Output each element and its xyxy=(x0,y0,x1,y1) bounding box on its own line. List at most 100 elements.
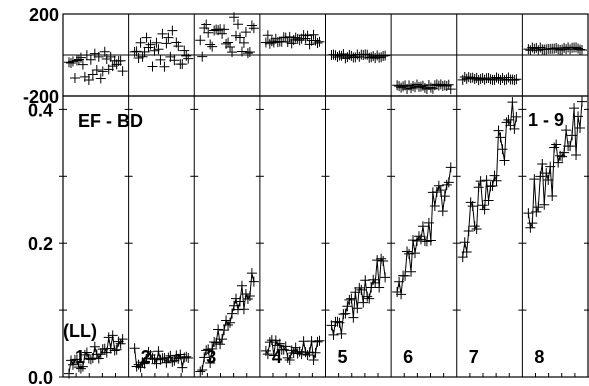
phase-point xyxy=(380,50,391,61)
phase-point xyxy=(310,35,321,46)
phase-point xyxy=(217,28,228,39)
phase-point xyxy=(555,45,566,56)
data-points xyxy=(64,12,587,379)
phase-point xyxy=(266,36,277,47)
phase-point xyxy=(242,48,253,59)
phase-point xyxy=(499,75,510,86)
phase-point xyxy=(475,73,486,84)
phase-point xyxy=(167,25,178,36)
phase-point xyxy=(262,30,273,41)
phase-point xyxy=(139,46,150,57)
phase-point xyxy=(533,45,544,56)
phase-point xyxy=(376,52,387,63)
group-label: 3 xyxy=(206,347,216,367)
phase-point xyxy=(404,80,415,91)
phase-point xyxy=(97,66,108,77)
group-label: 8 xyxy=(534,347,544,367)
amplitude-line xyxy=(134,348,189,369)
phase-point xyxy=(81,50,92,61)
overlay-label: 1 - 9 xyxy=(528,110,564,130)
phase-point xyxy=(485,74,496,85)
amplitude-line xyxy=(265,339,320,362)
phase-point xyxy=(229,12,240,23)
group-label: 5 xyxy=(338,347,348,367)
phase-point xyxy=(302,30,313,41)
corner-label: (LL) xyxy=(63,321,97,341)
phase-point xyxy=(248,23,259,34)
amplitude-line xyxy=(396,167,452,295)
phase-point xyxy=(232,19,243,30)
phase-point xyxy=(503,72,514,83)
phase-point xyxy=(87,69,98,80)
amplitude-line xyxy=(331,257,386,336)
amplitude-line xyxy=(462,102,517,258)
phase-point xyxy=(244,47,255,58)
group-label: 1 xyxy=(75,347,85,367)
phase-point xyxy=(577,45,587,56)
phase-point xyxy=(354,51,365,62)
phase-point xyxy=(234,32,245,43)
phase-point xyxy=(157,28,168,39)
phase-point xyxy=(181,50,192,61)
phase-point xyxy=(396,82,407,93)
phase-point xyxy=(169,55,180,66)
phase-point xyxy=(93,51,104,62)
amplitude-line xyxy=(199,272,255,372)
phase-point xyxy=(308,29,319,40)
phase-point xyxy=(95,73,106,84)
phase-point xyxy=(511,74,522,85)
phase-point xyxy=(107,61,118,72)
phase-point xyxy=(264,38,275,49)
phase-point xyxy=(312,37,323,48)
phase-point xyxy=(135,37,146,48)
phase-point xyxy=(151,37,162,48)
phase-point xyxy=(282,36,293,47)
group-label: 7 xyxy=(469,347,479,367)
phase-point xyxy=(219,24,230,35)
phase-point xyxy=(300,33,311,44)
phase-point xyxy=(573,43,584,54)
phase-point xyxy=(225,41,236,52)
panel-frames xyxy=(59,13,589,378)
amplitude-line xyxy=(68,335,124,374)
phase-point xyxy=(368,51,379,62)
phase-point xyxy=(179,45,190,56)
phase-point xyxy=(535,42,546,53)
phase-point xyxy=(115,55,126,66)
phase-point xyxy=(99,46,110,57)
phase-point xyxy=(408,80,419,91)
main-y-tick-label: 0.2 xyxy=(28,234,53,254)
top-y-tick-label: -200 xyxy=(23,87,59,107)
phase-point xyxy=(425,82,436,93)
phase-point xyxy=(294,35,305,46)
phase-point xyxy=(445,84,456,95)
phase-point xyxy=(236,46,247,57)
group-label: 6 xyxy=(403,347,413,367)
phase-point xyxy=(529,43,540,54)
phase-point xyxy=(65,57,76,68)
phase-point xyxy=(77,59,88,70)
phase-point xyxy=(549,43,560,54)
phase-point xyxy=(314,36,325,47)
phase-point xyxy=(205,39,216,50)
phase-point xyxy=(415,81,426,92)
phase-point xyxy=(195,35,206,46)
phase-point xyxy=(75,52,86,63)
phase-point xyxy=(398,81,409,92)
group-label: 2 xyxy=(141,347,151,367)
phase-point xyxy=(147,61,158,72)
phase-point xyxy=(227,47,238,58)
phase-point xyxy=(406,83,417,94)
phase-point xyxy=(328,49,339,60)
phase-point xyxy=(85,54,96,65)
phase-point xyxy=(183,53,194,64)
phase-point xyxy=(443,79,454,90)
phase-point xyxy=(491,72,502,83)
phase-point xyxy=(161,38,172,49)
phase-point xyxy=(238,37,249,48)
phase-point xyxy=(575,44,586,55)
phase-point xyxy=(177,59,188,70)
phase-point xyxy=(370,53,381,64)
phase-point xyxy=(73,54,84,65)
